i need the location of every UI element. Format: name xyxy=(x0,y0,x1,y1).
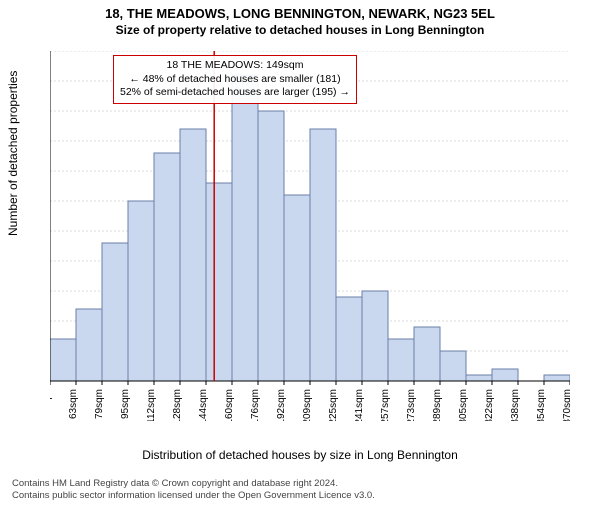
svg-text:305sqm: 305sqm xyxy=(458,389,469,421)
annotation-line2: ← 48% of detached houses are smaller (18… xyxy=(120,73,350,87)
svg-text:112sqm: 112sqm xyxy=(146,389,157,421)
annotation-box: 18 THE MEADOWS: 149sqm ← 48% of detached… xyxy=(113,55,357,104)
svg-text:63sqm: 63sqm xyxy=(68,389,79,419)
svg-text:128sqm: 128sqm xyxy=(172,389,183,421)
page-subtitle: Size of property relative to detached ho… xyxy=(0,23,600,37)
footer-line2: Contains public sector information licen… xyxy=(12,490,375,502)
svg-text:47sqm: 47sqm xyxy=(50,389,53,419)
footer-attribution: Contains HM Land Registry data © Crown c… xyxy=(12,478,375,502)
svg-text:225sqm: 225sqm xyxy=(328,389,339,421)
page-title: 18, THE MEADOWS, LONG BENNINGTON, NEWARK… xyxy=(0,6,600,21)
svg-text:241sqm: 241sqm xyxy=(354,389,365,421)
svg-text:273sqm: 273sqm xyxy=(406,389,417,421)
annotation-line1: 18 THE MEADOWS: 149sqm xyxy=(120,59,350,73)
svg-text:209sqm: 209sqm xyxy=(302,389,313,421)
svg-text:95sqm: 95sqm xyxy=(120,389,131,419)
histogram-chart: 051015202530354045505547sqm63sqm79sqm95s… xyxy=(50,51,570,421)
svg-text:354sqm: 354sqm xyxy=(536,389,547,421)
annotation-line3: 52% of semi-detached houses are larger (… xyxy=(120,86,350,100)
svg-text:144sqm: 144sqm xyxy=(198,389,209,421)
svg-text:79sqm: 79sqm xyxy=(94,389,105,419)
svg-text:257sqm: 257sqm xyxy=(380,389,391,421)
svg-text:338sqm: 338sqm xyxy=(510,389,521,421)
chart-svg: 051015202530354045505547sqm63sqm79sqm95s… xyxy=(50,51,570,421)
footer-line1: Contains HM Land Registry data © Crown c… xyxy=(12,478,375,490)
svg-text:370sqm: 370sqm xyxy=(562,389,570,421)
svg-text:289sqm: 289sqm xyxy=(432,389,443,421)
svg-text:192sqm: 192sqm xyxy=(276,389,287,421)
svg-text:322sqm: 322sqm xyxy=(484,389,495,421)
x-axis-label: Distribution of detached houses by size … xyxy=(0,448,600,462)
svg-text:160sqm: 160sqm xyxy=(224,389,235,421)
svg-text:176sqm: 176sqm xyxy=(250,389,261,421)
y-axis-label: Number of detached properties xyxy=(6,71,20,236)
